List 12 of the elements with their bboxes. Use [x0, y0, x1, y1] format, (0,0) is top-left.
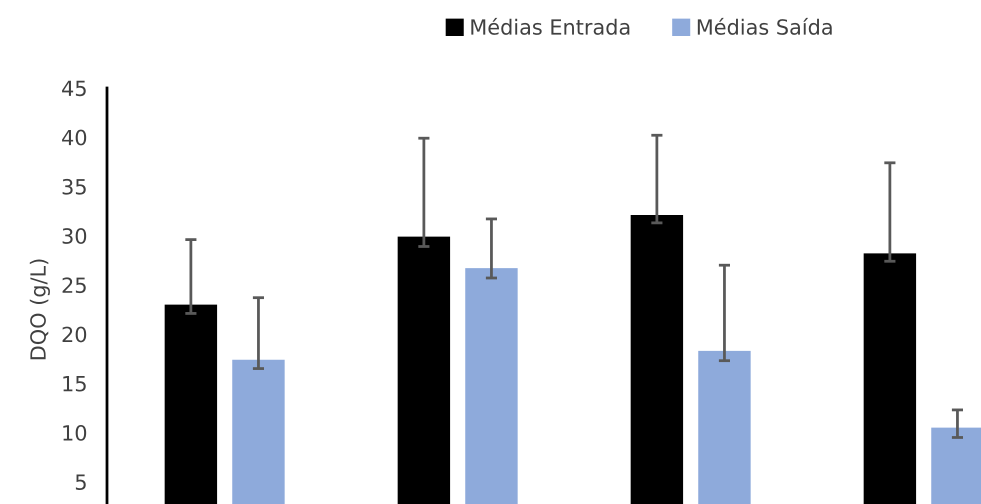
y-tick-label: 30 [62, 228, 86, 244]
y-tick-label: 35 [62, 178, 86, 195]
y-tick-label: 10 [63, 425, 86, 441]
y-tick-label: 5 [76, 474, 86, 490]
legend-label: Médias Entrada [471, 18, 630, 35]
legend-label: Médias Saída [698, 18, 832, 35]
y-tick-label: 15 [63, 376, 86, 392]
y-axis-title: DQO (g/L) [30, 260, 50, 360]
y-tick-label: 20 [62, 326, 86, 342]
y-tick-label: 45 [62, 80, 86, 96]
y-tick-label: 40 [62, 130, 86, 146]
y-tick-label: 25 [62, 277, 86, 294]
